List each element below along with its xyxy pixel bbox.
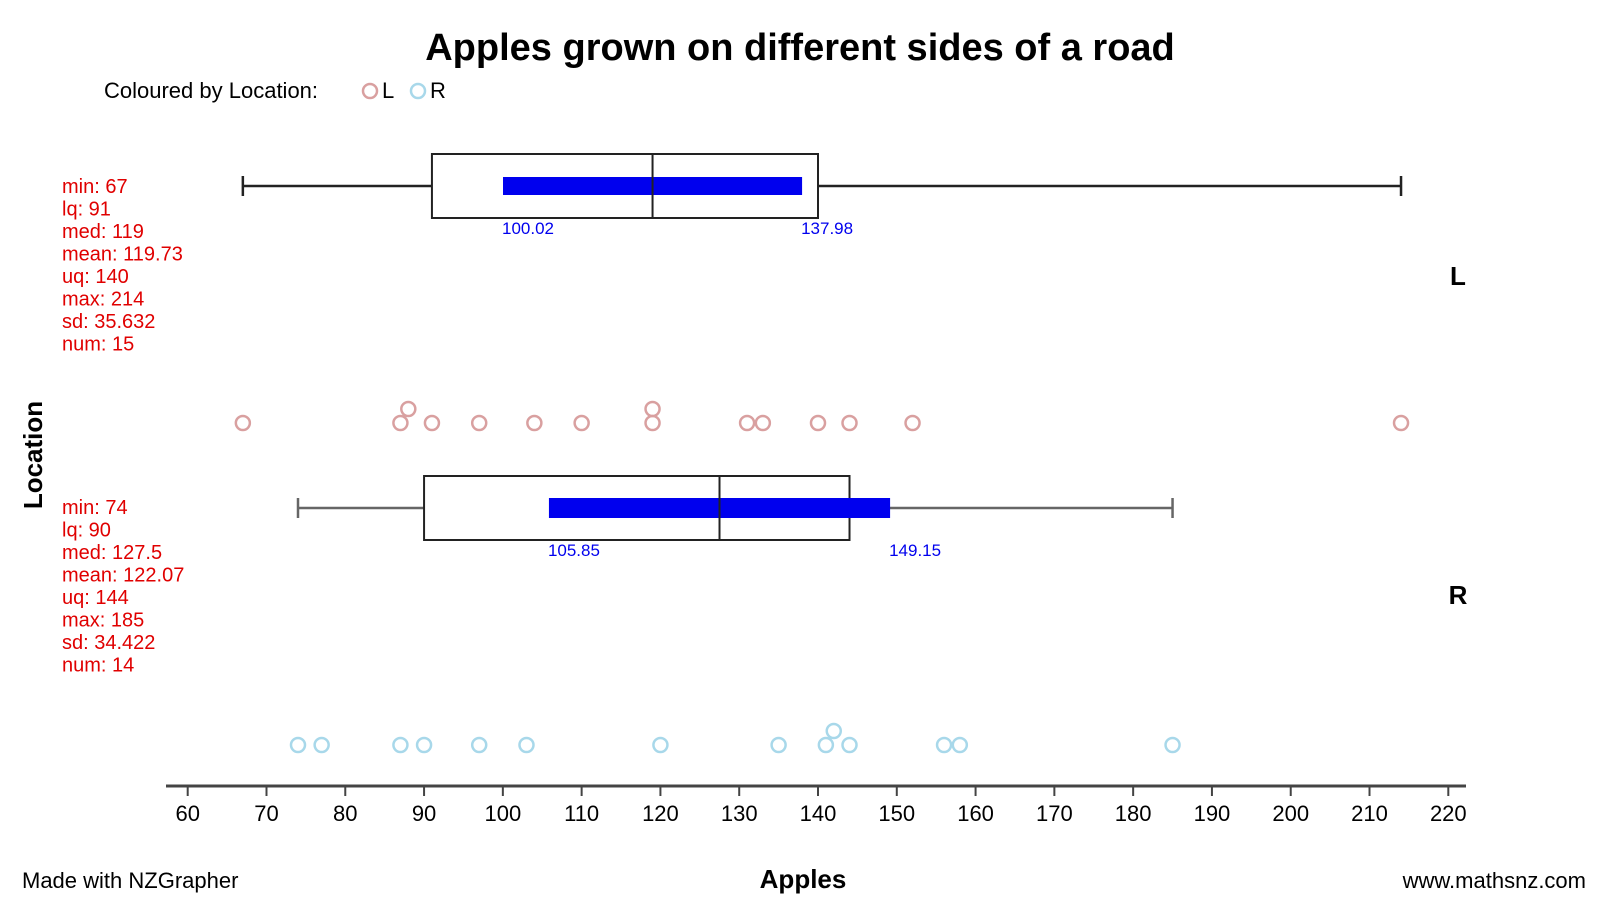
x-tick-label: 70 <box>254 801 278 826</box>
data-point-r <box>951 736 969 754</box>
stat-line-l: max: 214 <box>62 289 144 311</box>
chart-title: Apples grown on different sides of a roa… <box>425 27 1175 69</box>
x-tick-label: 90 <box>412 801 436 826</box>
x-tick-label: 60 <box>175 801 199 826</box>
x-tick-label: 100 <box>484 801 521 826</box>
data-point-r <box>313 736 330 754</box>
data-point-l <box>423 414 441 432</box>
data-point-r <box>841 736 858 754</box>
data-point-r <box>470 736 488 754</box>
stat-line-r: max: 185 <box>62 610 144 632</box>
y-axis-label: Location <box>18 401 48 509</box>
data-point-r <box>392 736 409 754</box>
x-tick-label: 80 <box>333 801 357 826</box>
data-point-l <box>234 414 252 432</box>
stat-line-r: med: 127.5 <box>62 542 162 564</box>
x-axis: 60 70 80 90 100 110 120 130 140 150 160 170 180 190 20… <box>166 784 1467 826</box>
stat-line-r: mean: 122.07 <box>62 565 184 587</box>
x-tick-label: 170 <box>1036 801 1073 826</box>
legend-marker-l <box>361 82 379 100</box>
data-point-r <box>415 736 433 754</box>
group-label-r: R <box>1449 580 1468 610</box>
data-point-l <box>738 414 756 432</box>
stat-line-r: num: 14 <box>62 655 134 677</box>
legend-entry-r: R <box>430 78 446 103</box>
data-point-r <box>817 736 835 754</box>
stat-line-l: num: 15 <box>62 334 134 356</box>
footer-credit: Made with NZGrapher <box>22 868 238 893</box>
ci-low-label-r: 105.85 <box>548 541 600 560</box>
ci-high-label-l: 137.98 <box>801 219 853 238</box>
x-tick-label: 220 <box>1430 801 1467 826</box>
stat-line-l: sd: 35.632 <box>62 311 155 333</box>
stat-line-l: lq: 91 <box>62 199 111 221</box>
data-point-r <box>652 736 669 754</box>
box-l <box>430 153 819 219</box>
stat-line-r: uq: 144 <box>62 587 129 609</box>
footer-website: www.mathsnz.com <box>1402 868 1586 893</box>
stat-line-l: mean: 119.73 <box>62 244 183 266</box>
x-axis-label: Apples <box>760 864 847 894</box>
data-point-l <box>526 414 543 432</box>
data-point-r <box>770 736 787 754</box>
data-point-l <box>1392 414 1410 432</box>
x-tick-label: 200 <box>1272 801 1309 826</box>
legend-label: Coloured by Location: <box>104 78 318 103</box>
data-point-l <box>841 414 858 432</box>
data-point-l <box>754 414 772 432</box>
data-point-r <box>825 722 843 740</box>
x-tick-label: 180 <box>1115 801 1152 826</box>
x-tick-label: 130 <box>721 801 758 826</box>
stat-line-l: min: 67 <box>62 176 128 198</box>
data-point-l <box>392 414 409 432</box>
data-point-r <box>289 736 307 754</box>
data-point-l <box>904 414 921 432</box>
x-tick-label: 190 <box>1194 801 1231 826</box>
data-point-r <box>1164 736 1181 754</box>
stat-line-l: med: 119 <box>62 221 144 243</box>
stat-line-r: min: 74 <box>62 497 128 519</box>
ci-high-label-r: 149.15 <box>889 541 941 560</box>
legend-marker-r <box>409 82 427 100</box>
x-tick-label: 160 <box>957 801 994 826</box>
data-point-l <box>644 400 661 418</box>
x-tick-label: 210 <box>1351 801 1388 826</box>
stat-line-l: uq: 140 <box>62 266 129 288</box>
x-tick-label: 120 <box>642 801 679 826</box>
ci-low-label-l: 100.02 <box>502 219 554 238</box>
legend-entry-l: L <box>382 78 394 103</box>
x-tick-label: 110 <box>564 801 599 826</box>
legend: Coloured by Location: L R <box>104 78 446 103</box>
data-point-l <box>400 400 417 418</box>
x-tick-label: 150 <box>878 801 915 826</box>
data-point-l <box>644 414 661 432</box>
data-point-r <box>518 736 535 754</box>
data-point-l <box>573 414 590 432</box>
x-tick-label: 140 <box>800 801 837 826</box>
group-label-l: L <box>1450 261 1466 291</box>
stat-line-r: lq: 90 <box>62 520 111 542</box>
data-point-r <box>935 736 953 754</box>
stat-line-r: sd: 34.422 <box>62 632 155 654</box>
data-point-l <box>809 414 827 432</box>
data-point-l <box>470 414 488 432</box>
